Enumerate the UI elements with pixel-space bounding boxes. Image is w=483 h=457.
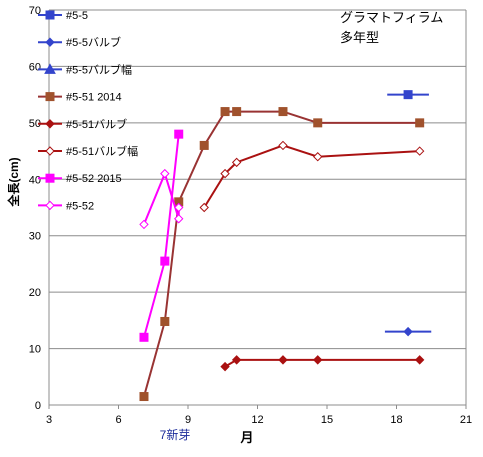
- data-point-series-4: [160, 316, 170, 326]
- x-tick-label: 3: [46, 414, 52, 426]
- data-point-series-7: [174, 129, 184, 139]
- data-point-series-5: [231, 355, 242, 365]
- data-point-series-6: [231, 157, 242, 168]
- data-point-series-4: [278, 107, 288, 117]
- data-point-series-4: [220, 107, 230, 117]
- legend-label-6: #5-51バルブ幅: [66, 144, 138, 158]
- x-tick-label: 6: [115, 414, 121, 426]
- legend-marker-6: [45, 146, 55, 156]
- legend-label-3: #5-5バルブ幅: [66, 62, 132, 76]
- y-axis-label: 全長(cm): [6, 157, 21, 207]
- y-tick-label: 0: [35, 400, 41, 412]
- axes-layer: 0 10 20 30 40 50 60 70 3 6 9 12 15 18 21: [29, 5, 472, 426]
- data-point-series-7: [160, 256, 170, 266]
- data-point-series-7: [139, 332, 149, 342]
- data-point-series-6: [199, 202, 209, 213]
- legend-marker-1: [45, 10, 55, 20]
- series-line-8: [143, 170, 180, 225]
- legend-marker-7: [45, 173, 55, 183]
- chart-title-line-2: 多年型: [340, 30, 379, 45]
- legend-label-8: #5-52: [66, 200, 94, 212]
- data-point-series-4: [139, 392, 149, 402]
- x-tick-label: 12: [251, 414, 263, 426]
- legend-label-1: #5-5: [66, 10, 88, 22]
- data-point-series-6: [414, 146, 425, 156]
- annotation-new-shoot: 7新芽: [160, 427, 191, 442]
- series-line-6: [203, 144, 420, 209]
- y-tick-label: 10: [29, 344, 41, 356]
- legend-marker-4: [45, 92, 55, 102]
- data-point-series-1: [403, 90, 413, 100]
- legend-marker-3: [44, 63, 56, 74]
- data-point-series-4: [313, 118, 323, 128]
- data-point-series-5: [414, 355, 425, 365]
- y-tick-label: 20: [29, 287, 41, 299]
- data-point-series-8: [174, 202, 184, 213]
- data-point-series-6: [220, 168, 230, 179]
- legend: #5-5 #5-5バルブ #5-5バルブ幅 #5-51 2014 #5-51バルブ #5-…: [38, 10, 138, 212]
- legend-marker-5: [45, 119, 55, 129]
- data-point-series-2: [403, 326, 413, 337]
- data-point-series-8: [160, 168, 170, 179]
- data-point-series-8: [174, 214, 184, 224]
- x-tick-label: 9: [185, 414, 191, 426]
- chart-title-line-1: グラマトフィラム: [340, 10, 443, 25]
- x-tick-label: 21: [460, 414, 472, 426]
- data-point-series-6: [313, 152, 323, 162]
- x-axis-label: 月: [239, 430, 253, 445]
- x-tick-label: 18: [390, 414, 402, 426]
- data-point-series-4: [199, 140, 209, 150]
- data-point-series-5: [278, 355, 288, 365]
- data-point-series-4: [415, 118, 425, 128]
- y-tick-label: 30: [29, 231, 41, 243]
- legend-label-7: #5-52 2015: [66, 173, 122, 185]
- series-layer: [139, 90, 432, 402]
- grid-layer: [49, 9, 466, 350]
- y-tick-label: 40: [29, 174, 41, 186]
- data-point-series-4: [232, 107, 242, 117]
- data-point-series-5: [313, 355, 323, 365]
- data-point-series-5: [220, 361, 230, 372]
- y-tick-label: 70: [29, 5, 41, 17]
- legend-marker-8: [45, 200, 55, 211]
- legend-label-2: #5-5バルブ: [66, 35, 121, 49]
- legend-label-4: #5-51 2014: [66, 92, 122, 104]
- y-tick-label: 60: [29, 61, 41, 73]
- y-tick-label: 50: [29, 118, 41, 130]
- legend-label-5: #5-51バルブ: [66, 117, 127, 131]
- data-point-series-8: [139, 219, 149, 230]
- legend-marker-2: [45, 37, 55, 47]
- data-point-series-6: [278, 140, 288, 151]
- series-line-5: [224, 358, 420, 368]
- x-tick-label: 15: [321, 414, 333, 426]
